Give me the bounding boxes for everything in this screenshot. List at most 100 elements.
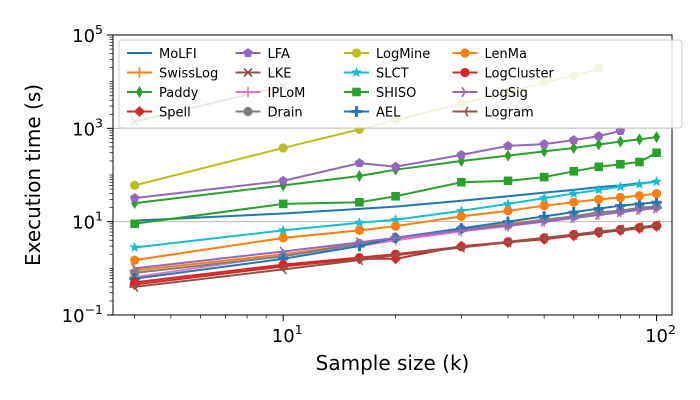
data-point-logram bbox=[614, 224, 625, 235]
data-point-lenma bbox=[651, 188, 662, 199]
legend-marker bbox=[461, 86, 471, 98]
data-point-lenma bbox=[354, 225, 365, 235]
legend-label: SHISO bbox=[376, 86, 416, 101]
data-point-shiso bbox=[503, 176, 513, 186]
axis-ticks: 101 102 10−1 101 103 105 bbox=[62, 22, 676, 347]
y-tick-label: 105 bbox=[72, 22, 103, 47]
legend-marker bbox=[243, 48, 253, 58]
legend-label: LFA bbox=[268, 47, 291, 62]
data-point-logram bbox=[538, 233, 548, 244]
data-point-slct bbox=[615, 181, 626, 192]
data-point-logcluster bbox=[278, 260, 288, 270]
data-point-logram bbox=[353, 254, 364, 266]
legend: MoLFI SwissLog Paddy Spell LFA LKE IPLoM Drain L… bbox=[118, 39, 683, 129]
data-point-lenma bbox=[569, 197, 579, 207]
data-point-paddy bbox=[652, 131, 661, 144]
data-point-lfa bbox=[503, 140, 513, 150]
x-tick-label: 102 bbox=[645, 322, 676, 347]
data-point-logsig bbox=[504, 220, 514, 231]
data-point-lenma bbox=[615, 192, 625, 203]
data-point-logram bbox=[593, 226, 603, 238]
legend-item-ael: AEL bbox=[344, 106, 401, 121]
data-point-paddy bbox=[635, 133, 644, 146]
legend-marker bbox=[460, 48, 470, 58]
legend-label: LogMine bbox=[376, 47, 430, 62]
legend-marker bbox=[242, 86, 254, 98]
series-lenma bbox=[130, 188, 662, 265]
series-shiso bbox=[130, 148, 661, 229]
data-point-shiso bbox=[355, 198, 364, 207]
data-point-logram bbox=[568, 229, 578, 241]
data-point-lenma bbox=[278, 233, 288, 243]
legend-label: Spell bbox=[159, 106, 191, 121]
legend-item-shiso: SHISO bbox=[344, 86, 416, 101]
y-tick-label: 103 bbox=[72, 115, 103, 140]
legend-marker bbox=[460, 67, 470, 78]
legend-item-molfi: MoLFI bbox=[127, 47, 197, 62]
data-point-ael bbox=[538, 211, 550, 222]
data-point-ael bbox=[593, 203, 604, 214]
legend-marker bbox=[459, 106, 469, 117]
legend-item-logcluster: LogCluster bbox=[452, 67, 555, 82]
data-point-lfa bbox=[456, 149, 467, 159]
data-point-slct bbox=[634, 178, 645, 189]
data-point-shiso bbox=[594, 162, 604, 172]
data-point-logsig bbox=[540, 216, 550, 227]
data-point-slct bbox=[277, 224, 289, 235]
legend-label: SwissLog bbox=[159, 67, 218, 82]
data-point-logsig bbox=[457, 225, 467, 236]
series-lfa bbox=[129, 125, 626, 203]
data-point-paddy bbox=[616, 135, 624, 148]
data-point-lfa bbox=[593, 131, 604, 141]
data-point-lenma bbox=[539, 201, 549, 211]
data-point-logmine bbox=[278, 143, 288, 153]
legend-marker bbox=[351, 106, 362, 117]
legend-label: LogCluster bbox=[485, 67, 555, 82]
legend-marker bbox=[243, 67, 253, 78]
legend-label: Paddy bbox=[159, 86, 199, 101]
legend-item-logsig: LogSig bbox=[452, 86, 528, 101]
y-axis-label: Execution time (s) bbox=[21, 84, 45, 266]
legend-label: IPLoM bbox=[268, 86, 306, 101]
data-point-logsig bbox=[130, 263, 141, 274]
data-point-logram bbox=[129, 281, 139, 293]
data-point-logsig bbox=[595, 209, 605, 221]
data-point-logmine bbox=[130, 180, 140, 190]
legend-marker bbox=[351, 66, 362, 78]
x-axis-label: Sample size (k) bbox=[316, 351, 470, 375]
data-point-slct bbox=[538, 192, 550, 203]
series-logsig bbox=[130, 202, 663, 274]
data-point-logsig bbox=[391, 232, 402, 244]
data-point-slct bbox=[502, 198, 514, 209]
data-point-logsig bbox=[652, 202, 663, 214]
data-point-shiso bbox=[278, 199, 288, 209]
legend-marker bbox=[352, 87, 361, 97]
data-point-paddy bbox=[540, 145, 548, 158]
data-point-ael bbox=[634, 198, 645, 210]
data-point-lenma bbox=[130, 255, 140, 265]
data-point-ael bbox=[651, 197, 662, 208]
data-point-slct bbox=[456, 205, 467, 216]
series-logram bbox=[129, 219, 661, 293]
data-point-paddy bbox=[504, 149, 512, 162]
data-point-lenma bbox=[390, 221, 401, 231]
data-point-lenma bbox=[594, 194, 604, 205]
legend-item-lfa: LFA bbox=[235, 47, 291, 62]
data-point-shiso bbox=[569, 167, 579, 176]
data-point-paddy bbox=[595, 138, 603, 151]
data-point-slct bbox=[390, 214, 401, 225]
legend-marker bbox=[134, 67, 145, 78]
data-point-logsig bbox=[616, 206, 626, 218]
data-point-shiso bbox=[539, 172, 549, 182]
legend-label: LogSig bbox=[485, 86, 528, 101]
data-point-lfa bbox=[278, 175, 288, 185]
series-ael bbox=[129, 197, 662, 284]
legend-marker bbox=[135, 86, 144, 98]
data-point-lenma bbox=[503, 206, 513, 216]
y-tick-label: 10−1 bbox=[62, 302, 103, 327]
data-point-shiso bbox=[635, 157, 644, 167]
data-point-slct bbox=[129, 241, 140, 252]
data-point-paddy bbox=[355, 170, 364, 183]
data-point-shiso bbox=[391, 191, 400, 201]
